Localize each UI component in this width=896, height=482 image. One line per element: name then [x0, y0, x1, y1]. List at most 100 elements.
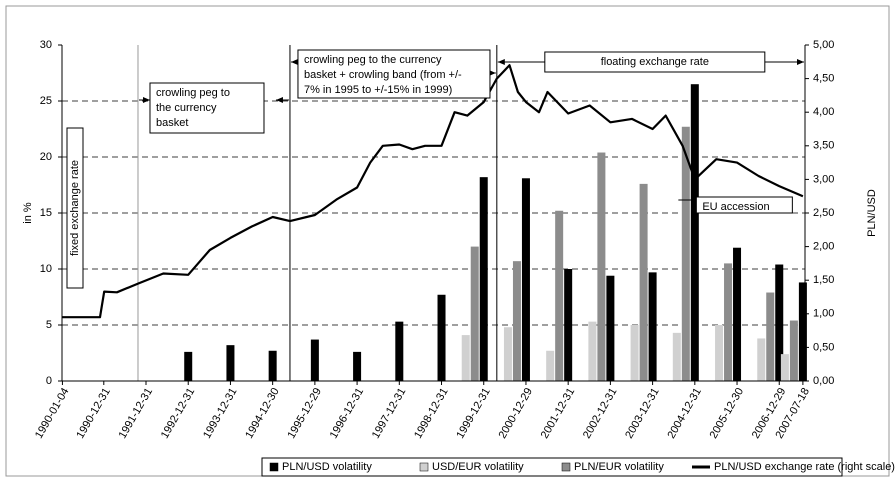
bar	[630, 325, 639, 381]
arrow-head	[275, 97, 283, 103]
bar	[648, 272, 657, 381]
y2-tick-label: 1,50	[813, 274, 834, 286]
x-tick-label: 2004-12-31	[665, 386, 704, 441]
annotation-box	[544, 51, 766, 73]
legend-swatch	[269, 462, 279, 472]
x-tick-label: 1999-12-31	[454, 386, 493, 441]
x-tick-label: 1991-12-31	[117, 386, 156, 441]
bar	[766, 292, 775, 381]
bar	[690, 84, 699, 381]
y2-axis-title: PLN/USD	[866, 189, 878, 237]
y-axis-title: in %	[22, 202, 34, 224]
bar	[672, 332, 681, 381]
y-tick-label: 30	[40, 39, 52, 51]
x-tick-label: 1994-12-30	[243, 386, 282, 441]
arrow-head	[488, 70, 496, 76]
x-tick-label: 1998-12-31	[412, 386, 451, 441]
y2-tick-label: 5,00	[813, 39, 834, 51]
bar	[639, 183, 648, 381]
y2-tick-label: 2,50	[813, 207, 834, 219]
legend-label: PLN/EUR volatility	[574, 461, 664, 473]
x-tick-label: 1990-12-31	[74, 386, 113, 441]
bar	[437, 294, 446, 381]
x-tick-label: 1992-12-31	[159, 386, 198, 441]
bar	[512, 261, 521, 381]
legend-label: PLN/USD volatility	[282, 461, 372, 473]
bar	[715, 325, 724, 381]
bar	[798, 282, 807, 381]
bar	[789, 320, 798, 381]
bar	[461, 335, 470, 381]
x-tick-label: 2002-12-31	[581, 386, 620, 441]
y-tick-label: 10	[40, 263, 52, 275]
legend-label: USD/EUR volatility	[432, 461, 524, 473]
bar	[353, 351, 362, 381]
y2-tick-label: 0,00	[813, 375, 834, 387]
bar	[268, 350, 277, 381]
bar	[733, 247, 742, 381]
y-tick-label: 20	[40, 151, 52, 163]
x-tick-label: 1990-01-04	[33, 386, 72, 441]
annotation-text: crowling peg to the currency	[304, 54, 442, 66]
legend-box	[261, 457, 843, 477]
bar	[503, 327, 512, 381]
bar	[546, 350, 555, 381]
y2-tick-label: 2,00	[813, 241, 834, 253]
x-tick-label: 2000-12-29	[497, 386, 536, 441]
line	[62, 64, 804, 319]
annotation-text: fixed exchange rate	[69, 160, 81, 256]
bar	[395, 321, 404, 381]
arrow-head	[290, 59, 298, 65]
annotation-box	[297, 49, 491, 99]
arrow-head	[797, 59, 804, 65]
x-tick-label: 2001-12-31	[539, 386, 578, 441]
arrow-head	[497, 59, 505, 65]
legend-swatch	[419, 462, 429, 472]
annotation-box	[66, 127, 84, 289]
annotation-text: the currency	[156, 102, 217, 114]
legend-swatch	[561, 462, 571, 472]
bar	[757, 338, 766, 381]
legend: PLN/USD volatility USD/EUR volatility PLN/…	[261, 457, 895, 477]
x-tick-label: 1993-12-31	[201, 386, 240, 441]
annotation-text: basket + crowling band (from +/-	[304, 69, 462, 81]
annotation-text: 7% in 1995 to +/-15% in 1999)	[304, 84, 452, 96]
x-tick-label: 1995-12-29	[285, 386, 324, 441]
y-tick-label: 25	[40, 95, 52, 107]
arrow-head	[142, 97, 150, 103]
y-tick-label: 15	[40, 207, 52, 219]
x-tick-label: 2005-12-30	[708, 386, 747, 441]
annotation-text: floating exchange rate	[601, 56, 709, 68]
y2-tick-label: 0,50	[813, 341, 834, 353]
x-tick-label: 2003-12-31	[623, 386, 662, 441]
y2-tick-label: 3,50	[813, 140, 834, 152]
bar	[724, 263, 733, 381]
bar	[681, 126, 690, 381]
annotation-text: basket	[156, 117, 188, 129]
y-tick-label: 0	[46, 375, 52, 387]
bar	[555, 210, 564, 381]
y2-tick-label: 3,00	[813, 173, 834, 185]
bar	[606, 275, 615, 381]
x-tick-label: 1997-12-31	[370, 386, 409, 441]
bar	[588, 321, 597, 381]
annotation-box	[149, 82, 265, 134]
annotation-box	[695, 196, 793, 214]
bar	[470, 246, 479, 381]
bar	[226, 345, 235, 381]
y2-tick-label: 1,00	[813, 308, 834, 320]
bar	[310, 339, 319, 381]
bar	[597, 152, 606, 381]
x-tick-label: 1996-12-31	[328, 386, 367, 441]
bar	[479, 177, 488, 381]
bar	[521, 178, 530, 381]
y2-tick-label: 4,00	[813, 106, 834, 118]
y2-tick-label: 4,50	[813, 73, 834, 85]
annotation-text: EU accession	[702, 201, 769, 213]
bar	[184, 351, 193, 381]
y-tick-label: 5	[46, 319, 52, 331]
bar	[564, 269, 573, 381]
legend-label: PLN/USD exchange rate (right scale)	[714, 461, 895, 473]
bar	[775, 264, 784, 381]
